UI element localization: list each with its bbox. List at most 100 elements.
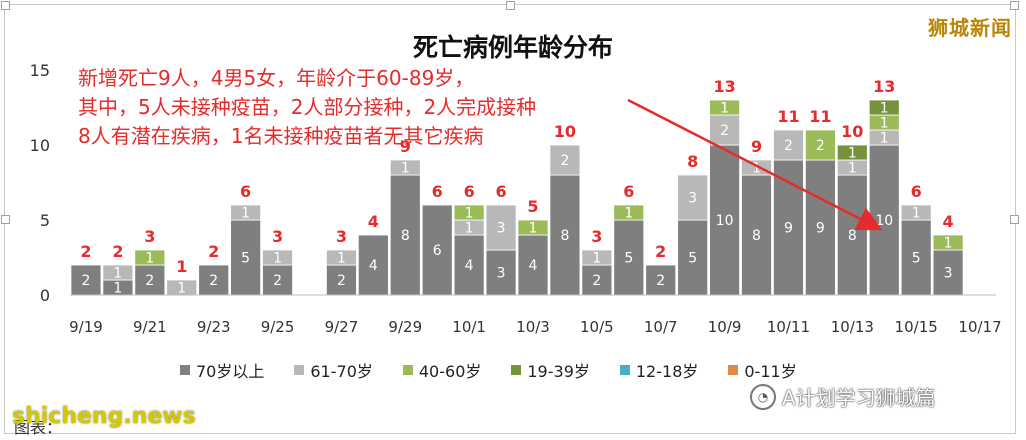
bar-segment (709, 114, 740, 146)
segment-label: 8 (848, 228, 857, 244)
segment-label: 2 (82, 273, 91, 289)
resize-handle[interactable] (1, 215, 10, 224)
annotation-arrow (627, 98, 883, 231)
chart-title: 死亡病例年龄分布 (412, 33, 613, 62)
legend-label: 70岁以上 (196, 362, 265, 381)
legend-swatch (402, 365, 413, 375)
total-label: 6 (911, 182, 922, 201)
annotation-block: 新增死亡9人，4男5女，年龄介于60-89岁， 其中，5人未接种疫苗，2人部分接… (78, 64, 536, 151)
segment-label: 1 (912, 206, 921, 222)
y-tick-label: 5 (40, 211, 50, 230)
resize-handle[interactable] (1, 1, 10, 10)
total-label: 13 (873, 77, 895, 96)
total-label: 4 (943, 212, 954, 231)
bar-segment (900, 204, 932, 221)
x-tick-label: 10/3 (516, 318, 550, 336)
watermark-logo-text: 狮城新闻 (928, 16, 1012, 40)
legend-swatch (728, 365, 739, 375)
segment-label: 3 (497, 221, 506, 237)
bar-segment (389, 159, 421, 176)
legend-label: 0-11岁 (744, 362, 797, 381)
segment-label: 2 (816, 138, 825, 154)
figure-caption: 图表： (14, 418, 63, 437)
total-label: 9 (751, 137, 762, 156)
segment-label: 5 (912, 251, 921, 267)
total-label: 3 (144, 227, 155, 246)
bar-segment (804, 159, 836, 296)
total-label: 1 (176, 257, 187, 276)
segment-label: 1 (337, 251, 346, 267)
x-tick-label: 10/13 (831, 318, 874, 336)
bar-segment (517, 219, 549, 236)
annotation-line: 新增死亡9人，4男5女，年龄介于60-89岁， (78, 66, 475, 90)
segment-label: 9 (784, 221, 793, 237)
chart-legend: 70岁以上 61-70岁 40-60岁 19-39岁 12-18岁 0-11岁 (180, 358, 797, 382)
bar-segment (868, 99, 900, 116)
bar-segment (198, 264, 230, 296)
legend-item: 12-18岁 (619, 358, 698, 382)
segment-label: 3 (497, 266, 506, 282)
y-axis: 0 5 10 15 (30, 61, 50, 305)
total-label: 5 (527, 197, 538, 216)
segment-label: 1 (465, 206, 474, 222)
total-label: 2 (112, 242, 123, 261)
bar-segment (262, 249, 293, 266)
total-label: 11 (809, 107, 831, 126)
bar-segment (836, 144, 868, 161)
legend-swatch (294, 365, 305, 375)
bar-segment (70, 264, 102, 296)
bar-segment (677, 174, 709, 221)
total-label: 9 (400, 137, 411, 156)
segment-label: 1 (273, 251, 282, 267)
resize-handle[interactable] (1010, 215, 1019, 224)
segment-label: 9 (816, 221, 825, 237)
bar-segment (773, 129, 804, 161)
segment-label: 8 (560, 228, 569, 244)
x-tick-label: 9/25 (261, 318, 295, 336)
bar-segment (581, 264, 613, 296)
total-label: 2 (655, 242, 666, 261)
total-label: 6 (240, 182, 251, 201)
total-label: 10 (841, 122, 863, 141)
wechat-account-name: A计划学习狮城篇 (782, 386, 936, 410)
total-label: 3 (591, 227, 602, 246)
legend-item: 61-70岁 (294, 358, 373, 382)
segment-label: 1 (113, 281, 122, 297)
segment-label: 1 (880, 101, 889, 117)
segment-label: 1 (880, 116, 889, 132)
segment-label: 3 (688, 191, 697, 207)
segment-label: 1 (401, 161, 410, 177)
segment-label: 1 (465, 221, 474, 237)
segment-label: 2 (145, 273, 154, 289)
total-label: 6 (464, 182, 475, 201)
segment-label: 1 (848, 161, 857, 177)
x-tick-label: 10/1 (452, 318, 486, 336)
resize-handle[interactable] (506, 1, 515, 10)
y-tick-label: 15 (30, 61, 50, 80)
bar-segment (357, 234, 389, 296)
total-label: 3 (336, 227, 347, 246)
total-label: 2 (80, 242, 91, 261)
segment-label: 5 (688, 251, 697, 267)
x-tick-label: 10/5 (580, 318, 614, 336)
bar-segment (389, 174, 421, 296)
total-label: 3 (272, 227, 283, 246)
segment-label: 1 (592, 251, 601, 267)
bar-segment (485, 204, 517, 251)
annotation-line: 8人有潜在疾病，1名未接种疫苗者无其它疾病 (78, 124, 484, 148)
total-label: 2 (208, 242, 219, 261)
x-tick-label: 10/11 (767, 318, 810, 336)
total-label: 4 (368, 212, 379, 231)
resize-handle[interactable] (1010, 1, 1019, 10)
arrow-line (627, 98, 883, 231)
y-tick-label: 10 (30, 136, 50, 155)
wechat-watermark: ◔ A计划学习狮城篇 (750, 382, 936, 411)
segment-label: 6 (433, 243, 442, 259)
segment-label: 4 (529, 258, 538, 274)
bar-segment (613, 204, 645, 221)
segment-label: 1 (145, 251, 154, 267)
legend-swatch (619, 365, 630, 375)
bar-segment (421, 204, 453, 296)
bar-segment (134, 249, 166, 266)
